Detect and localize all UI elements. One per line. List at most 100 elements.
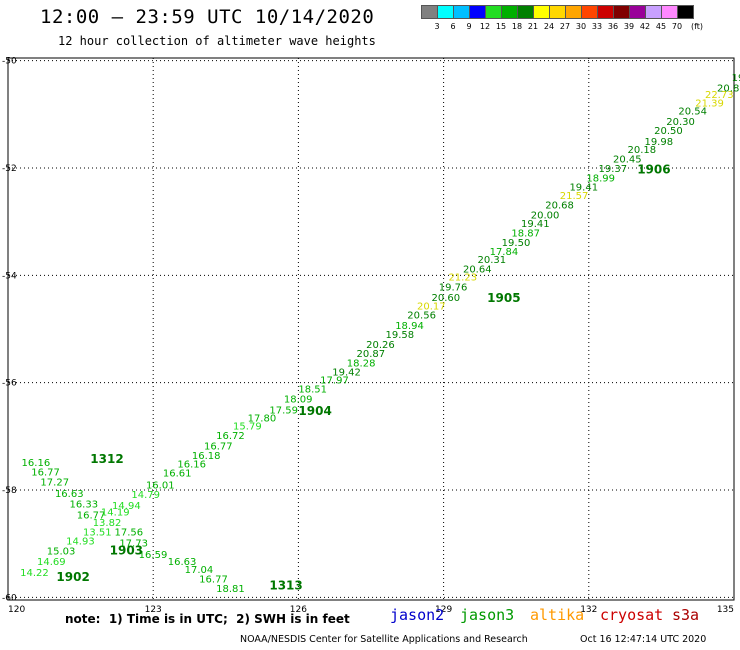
legend-label: 21 [527,22,539,31]
swh-observation: 21.57 [560,191,589,202]
legend-unit: (ft) [690,22,704,31]
swh-observation: 21.23 [448,273,477,284]
swh-observation: 20.18 [628,145,657,156]
swh-observation: 16.77 [31,468,60,479]
swh-observation: 14.79 [131,490,160,501]
swh-observation: 16.77 [204,442,233,453]
legend-label: 33 [591,22,603,31]
legend-label: 70 [671,22,683,31]
swh-observation: 20.68 [545,200,574,211]
observations: 16.1616.7717.2716.6316.3316.7717.5617.73… [20,73,740,595]
legend-label: 42 [639,22,651,31]
swh-observation: 16.72 [216,431,245,442]
legend-label: 15 [495,22,507,31]
swh-observation: 17.73 [119,538,148,549]
swh-observation: 17.80 [248,413,277,424]
swh-observation: 16.59 [139,550,168,561]
legend-label: 6 [450,22,456,31]
satellite-altika: altika [530,606,585,624]
swh-observation: 17.59 [269,405,298,416]
swh-observation: 20.87 [356,349,385,360]
swh-observation: 18.51 [298,384,327,395]
swh-observation: 18.81 [216,584,245,595]
pass-label: 1903 [110,543,143,557]
color-legend [421,5,694,19]
map-grid [7,57,735,601]
swh-observation: 22.73 [705,90,734,101]
pass-labels: 1312 1903 1902 1313 1904 1905 1906 [56,162,670,592]
legend-label: 39 [623,22,635,31]
page-subtitle: 12 hour collection of altimeter wave hei… [58,34,376,48]
swh-observation: 19.98 [644,137,673,148]
swh-observation: 20.30 [666,117,695,128]
swh-observation: 20.31 [477,255,506,266]
swh-observation: 14.94 [112,501,141,512]
swh-observation: 19.50 [502,238,531,249]
lat-tick-label: -50 [2,57,17,67]
credit-text: NOAA/NESDIS Center for Satellite Applica… [240,634,528,645]
lon-tick-label: 123 [145,605,162,615]
swh-observation: 16.16 [22,458,51,469]
legend-label: 9 [466,22,472,31]
swh-observation: 17.97 [320,376,349,387]
swh-observation: 16.33 [69,500,98,511]
legend-label: 12 [479,22,491,31]
legend-label: 24 [543,22,555,31]
legend-label: 36 [607,22,619,31]
lon-tick-label: 126 [290,605,307,615]
lon-tick-label: 135 [717,605,734,615]
legend-swatch [677,5,694,19]
swh-observation: 16.63 [168,557,197,568]
swh-observation: 17.27 [40,478,69,489]
swh-observation: 14.22 [20,568,49,579]
swh-observation: 20.60 [432,293,461,304]
swh-observation: 19.41 [521,219,550,230]
swh-observation: 20.45 [613,155,642,166]
axis-labels: 120 123 126 129 132 135 -50 -52 -54 -56 -58 -60 [2,57,734,615]
swh-observation: 17.84 [490,247,519,258]
pass-label: 1313 [269,578,302,592]
lat-tick-label: -52 [2,164,17,174]
swh-observation: 19.41 [569,183,598,194]
map-frame [7,57,735,601]
timestamp-text: Oct 16 12:47:14 UTC 2020 [580,634,707,645]
color-legend-labels: 3 6 9 12 15 18 21 24 27 30 33 36 39 42 45 70 (ft) [421,22,740,36]
swh-observation: 20.50 [654,126,683,137]
swh-observation: 16.77 [77,510,106,521]
swh-observation: 16.18 [192,451,221,462]
swh-observation: 14.93 [66,537,95,548]
pass-label: 1902 [56,570,89,584]
swh-observation: 20.54 [678,106,707,117]
lat-tick-label: -54 [2,271,17,281]
swh-observation: 20.17 [417,302,446,313]
swh-observation: 19.37 [598,164,627,175]
swh-observation: 14.19 [101,508,130,519]
swh-observation: 15.03 [47,546,76,557]
swh-observation: 15.79 [233,421,262,432]
swh-observation: 20.64 [463,265,492,276]
swh-observation: 16.77 [199,574,228,585]
swh-observation: 16.61 [163,469,192,480]
swh-observation: 18.94 [395,321,424,332]
swh-observation: 18.09 [284,395,313,406]
swh-observation: 19.58 [386,330,415,341]
lon-tick-label: 120 [8,605,25,615]
swh-observation: 13.82 [93,518,122,529]
swh-observation: 16.63 [55,489,84,500]
swh-observation: 20.00 [531,210,560,221]
pass-label: 1904 [298,404,331,418]
legend-label: 3 [434,22,440,31]
satellite-cryosat: cryosat [600,606,664,624]
satellite-jason3: jason3 [460,606,515,624]
page-title: 12:00 – 23:59 UTC 10/14/2020 [40,6,375,28]
lat-tick-label: -56 [2,379,17,389]
swh-observation: 20.86 [717,83,740,94]
swh-observation: 19.42 [332,368,361,379]
lon-tick-label: 132 [580,605,597,615]
swh-observation: 16.16 [177,459,206,470]
swh-observation: 20.56 [407,310,436,321]
legend-label: 45 [655,22,667,31]
pass-label: 1906 [637,162,670,176]
pass-label: 1905 [487,291,520,305]
